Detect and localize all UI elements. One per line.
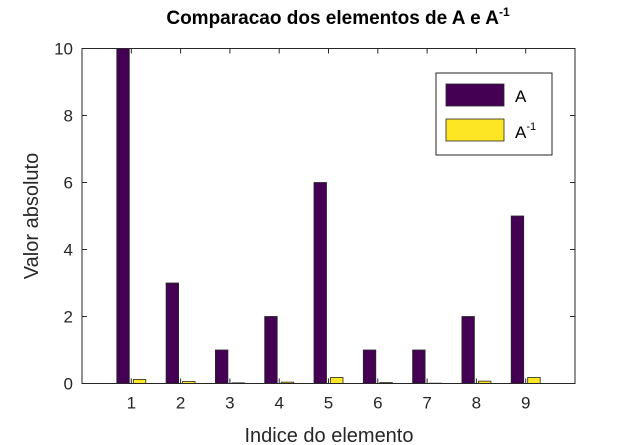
y-tick-label-2: 2 (64, 308, 73, 327)
bar-series1-8 (461, 316, 475, 384)
tick-labels-group: 1 2 3 4 5 6 7 8 9 0 2 4 6 8 10 (54, 40, 530, 413)
x-tick-label-7: 7 (422, 394, 431, 413)
legend-label-a-inverse: A-1 (515, 121, 536, 142)
chart-title-superscript: -1 (499, 5, 510, 19)
bar-series2-5 (330, 377, 344, 384)
x-tick-label-1: 1 (127, 394, 136, 413)
legend: A A-1 (435, 72, 553, 156)
x-tick-label-6: 6 (373, 394, 382, 413)
x-tick-label-2: 2 (176, 394, 185, 413)
y-tick-label-0: 0 (64, 375, 73, 394)
bar-series1-1 (116, 48, 130, 384)
y-axis-label: Valor absoluto (21, 153, 43, 279)
x-tick-label-9: 9 (521, 394, 530, 413)
legend-swatch-a-inverse (445, 118, 505, 142)
y-tick-label-6: 6 (64, 174, 73, 193)
legend-label-a: A (515, 87, 527, 106)
bar-series1-4 (264, 316, 278, 384)
x-tick-label-5: 5 (324, 394, 333, 413)
y-tick-label-4: 4 (64, 241, 73, 260)
legend-swatch-a (445, 83, 505, 107)
x-axis-label: Indice do elemento (244, 425, 413, 445)
chart-title-text: Comparacao dos elementos de A e A (166, 8, 499, 29)
x-tick-label-3: 3 (225, 394, 234, 413)
axes-group (81, 48, 576, 384)
chart-title: Comparacao dos elementos de A e A-1 (166, 5, 510, 29)
bar-series1-6 (362, 349, 377, 384)
x-tick-label-8: 8 (472, 394, 481, 413)
y-tick-label-10: 10 (54, 40, 73, 59)
bars-group (116, 48, 541, 384)
bar-series2-9 (527, 377, 541, 384)
y-tick-label-8: 8 (64, 107, 73, 126)
bar-series1-7 (412, 349, 426, 384)
bar-series1-9 (510, 215, 525, 384)
bar-series2-1 (132, 379, 147, 384)
x-tick-label-4: 4 (274, 394, 283, 413)
bar-series1-5 (313, 182, 327, 384)
bar-series1-3 (214, 349, 229, 384)
bar-series1-2 (165, 282, 180, 384)
